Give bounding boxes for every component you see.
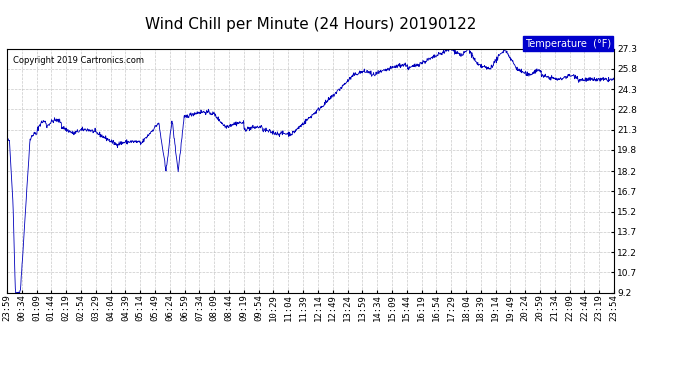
- Text: Copyright 2019 Cartronics.com: Copyright 2019 Cartronics.com: [13, 56, 144, 65]
- Text: Wind Chill per Minute (24 Hours) 20190122: Wind Chill per Minute (24 Hours) 2019012…: [145, 17, 476, 32]
- Text: Temperature  (°F): Temperature (°F): [525, 39, 611, 49]
